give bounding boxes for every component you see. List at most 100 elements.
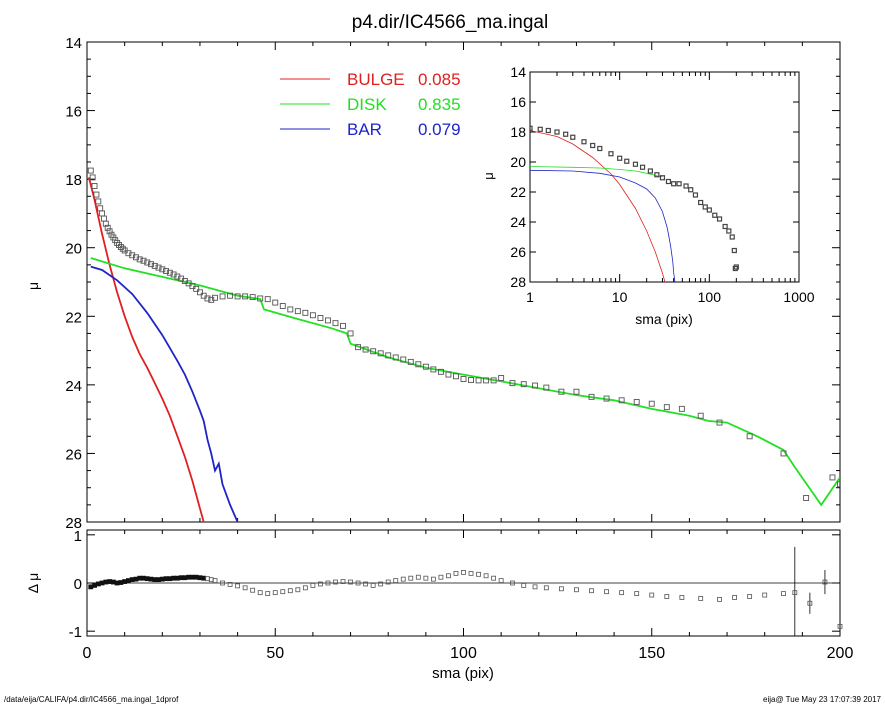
residual-point bbox=[589, 588, 594, 594]
y-tick-label: 28 bbox=[65, 515, 82, 532]
residual-point bbox=[318, 581, 323, 587]
legend-value-bar: 0.079 bbox=[418, 120, 461, 139]
x-tick-label: 150 bbox=[638, 645, 665, 662]
main-series-lines bbox=[88, 177, 840, 522]
data-point bbox=[468, 377, 474, 384]
residual-point bbox=[393, 578, 399, 583]
residual-point bbox=[340, 579, 346, 584]
legend-value-disk: 0.835 bbox=[418, 95, 461, 114]
inset-data-point bbox=[537, 126, 543, 132]
inset-data-point bbox=[698, 199, 704, 206]
residual-point bbox=[370, 583, 376, 588]
series-line-bar bbox=[90, 265, 239, 522]
residual-point bbox=[348, 579, 353, 585]
data-point bbox=[212, 294, 218, 301]
data-point bbox=[385, 352, 392, 359]
residual-data-points bbox=[88, 546, 843, 636]
residual-point bbox=[272, 590, 278, 596]
data-point bbox=[678, 405, 685, 412]
inset-data-point bbox=[665, 178, 672, 185]
main-x-ticks bbox=[86, 42, 841, 522]
inset-y-axis: 14 16 18 20 22 24 26 28 bbox=[510, 64, 799, 290]
data-point bbox=[340, 322, 346, 329]
data-point bbox=[746, 433, 753, 440]
data-point bbox=[163, 268, 170, 274]
inset-data-point bbox=[722, 223, 728, 230]
residual-y-axis: -1 0 1 bbox=[69, 528, 840, 641]
data-point bbox=[332, 320, 339, 327]
inset-x-axis: 1 10 100 1000 bbox=[526, 72, 815, 305]
data-point bbox=[117, 244, 124, 250]
data-point bbox=[325, 317, 331, 324]
data-point bbox=[204, 295, 211, 302]
data-point bbox=[106, 228, 113, 235]
data-point bbox=[377, 350, 384, 357]
inset-y-tick-label: 28 bbox=[510, 274, 526, 290]
inset-data-point bbox=[706, 207, 712, 213]
main-data-points bbox=[87, 167, 840, 501]
data-point bbox=[155, 264, 162, 271]
data-point bbox=[87, 167, 94, 174]
data-point bbox=[370, 348, 377, 355]
data-point bbox=[400, 356, 407, 363]
residual-point bbox=[378, 581, 384, 587]
data-point bbox=[837, 481, 840, 488]
data-point bbox=[532, 382, 538, 389]
data-point bbox=[102, 220, 109, 227]
data-point bbox=[716, 419, 723, 426]
data-point bbox=[543, 384, 550, 391]
inset-data-point bbox=[563, 131, 569, 137]
data-point bbox=[407, 358, 414, 365]
inset-data-point bbox=[671, 181, 677, 187]
data-point bbox=[219, 293, 226, 300]
x-tick-label: 100 bbox=[450, 645, 477, 662]
x-tick-label: 50 bbox=[266, 645, 284, 662]
residual-point bbox=[781, 591, 786, 596]
data-point bbox=[302, 309, 309, 316]
residual-point bbox=[446, 573, 451, 579]
residual-point bbox=[408, 575, 414, 581]
data-point bbox=[287, 306, 294, 313]
x-tick-label: 0 bbox=[83, 645, 92, 662]
residual-point bbox=[483, 573, 489, 579]
data-point bbox=[520, 381, 527, 388]
residual-point bbox=[242, 585, 248, 591]
data-point bbox=[483, 377, 490, 384]
y-tick-label: 14 bbox=[65, 35, 82, 52]
inset-data-point bbox=[639, 164, 646, 170]
data-point bbox=[498, 375, 505, 381]
residual-point bbox=[302, 585, 308, 591]
residual-y-tick-label: -1 bbox=[69, 624, 82, 641]
data-point bbox=[234, 293, 241, 300]
y-tick-label: 24 bbox=[65, 378, 82, 395]
inset-data-point bbox=[608, 151, 614, 157]
data-point bbox=[104, 224, 111, 231]
residual-point bbox=[257, 590, 263, 596]
residual-point bbox=[250, 587, 256, 593]
inset-data-point bbox=[659, 175, 666, 181]
data-point bbox=[573, 388, 580, 395]
series-line-bulge bbox=[88, 177, 205, 522]
residual-point bbox=[732, 595, 737, 600]
data-point bbox=[151, 262, 158, 269]
data-point bbox=[803, 495, 810, 501]
residual-point bbox=[634, 591, 640, 596]
residual-point bbox=[837, 623, 843, 629]
data-point bbox=[249, 294, 256, 301]
data-point bbox=[558, 388, 565, 395]
residual-point bbox=[822, 579, 828, 585]
y-tick-label: 22 bbox=[65, 309, 82, 326]
data-point bbox=[91, 183, 98, 189]
inset-data-point bbox=[654, 172, 660, 178]
inset-y-tick-label: 20 bbox=[510, 154, 526, 170]
residual-point bbox=[619, 590, 625, 596]
x-tick-label: 200 bbox=[827, 645, 854, 662]
inset-data-point bbox=[554, 129, 560, 135]
legend-value-bulge: 0.085 bbox=[418, 70, 461, 89]
inset-series-line-bar bbox=[530, 169, 676, 282]
data-point bbox=[490, 377, 497, 384]
residual-point bbox=[325, 580, 331, 586]
residual-y-axis-label: Δ μ bbox=[25, 573, 41, 594]
inset-data-point bbox=[712, 212, 718, 218]
